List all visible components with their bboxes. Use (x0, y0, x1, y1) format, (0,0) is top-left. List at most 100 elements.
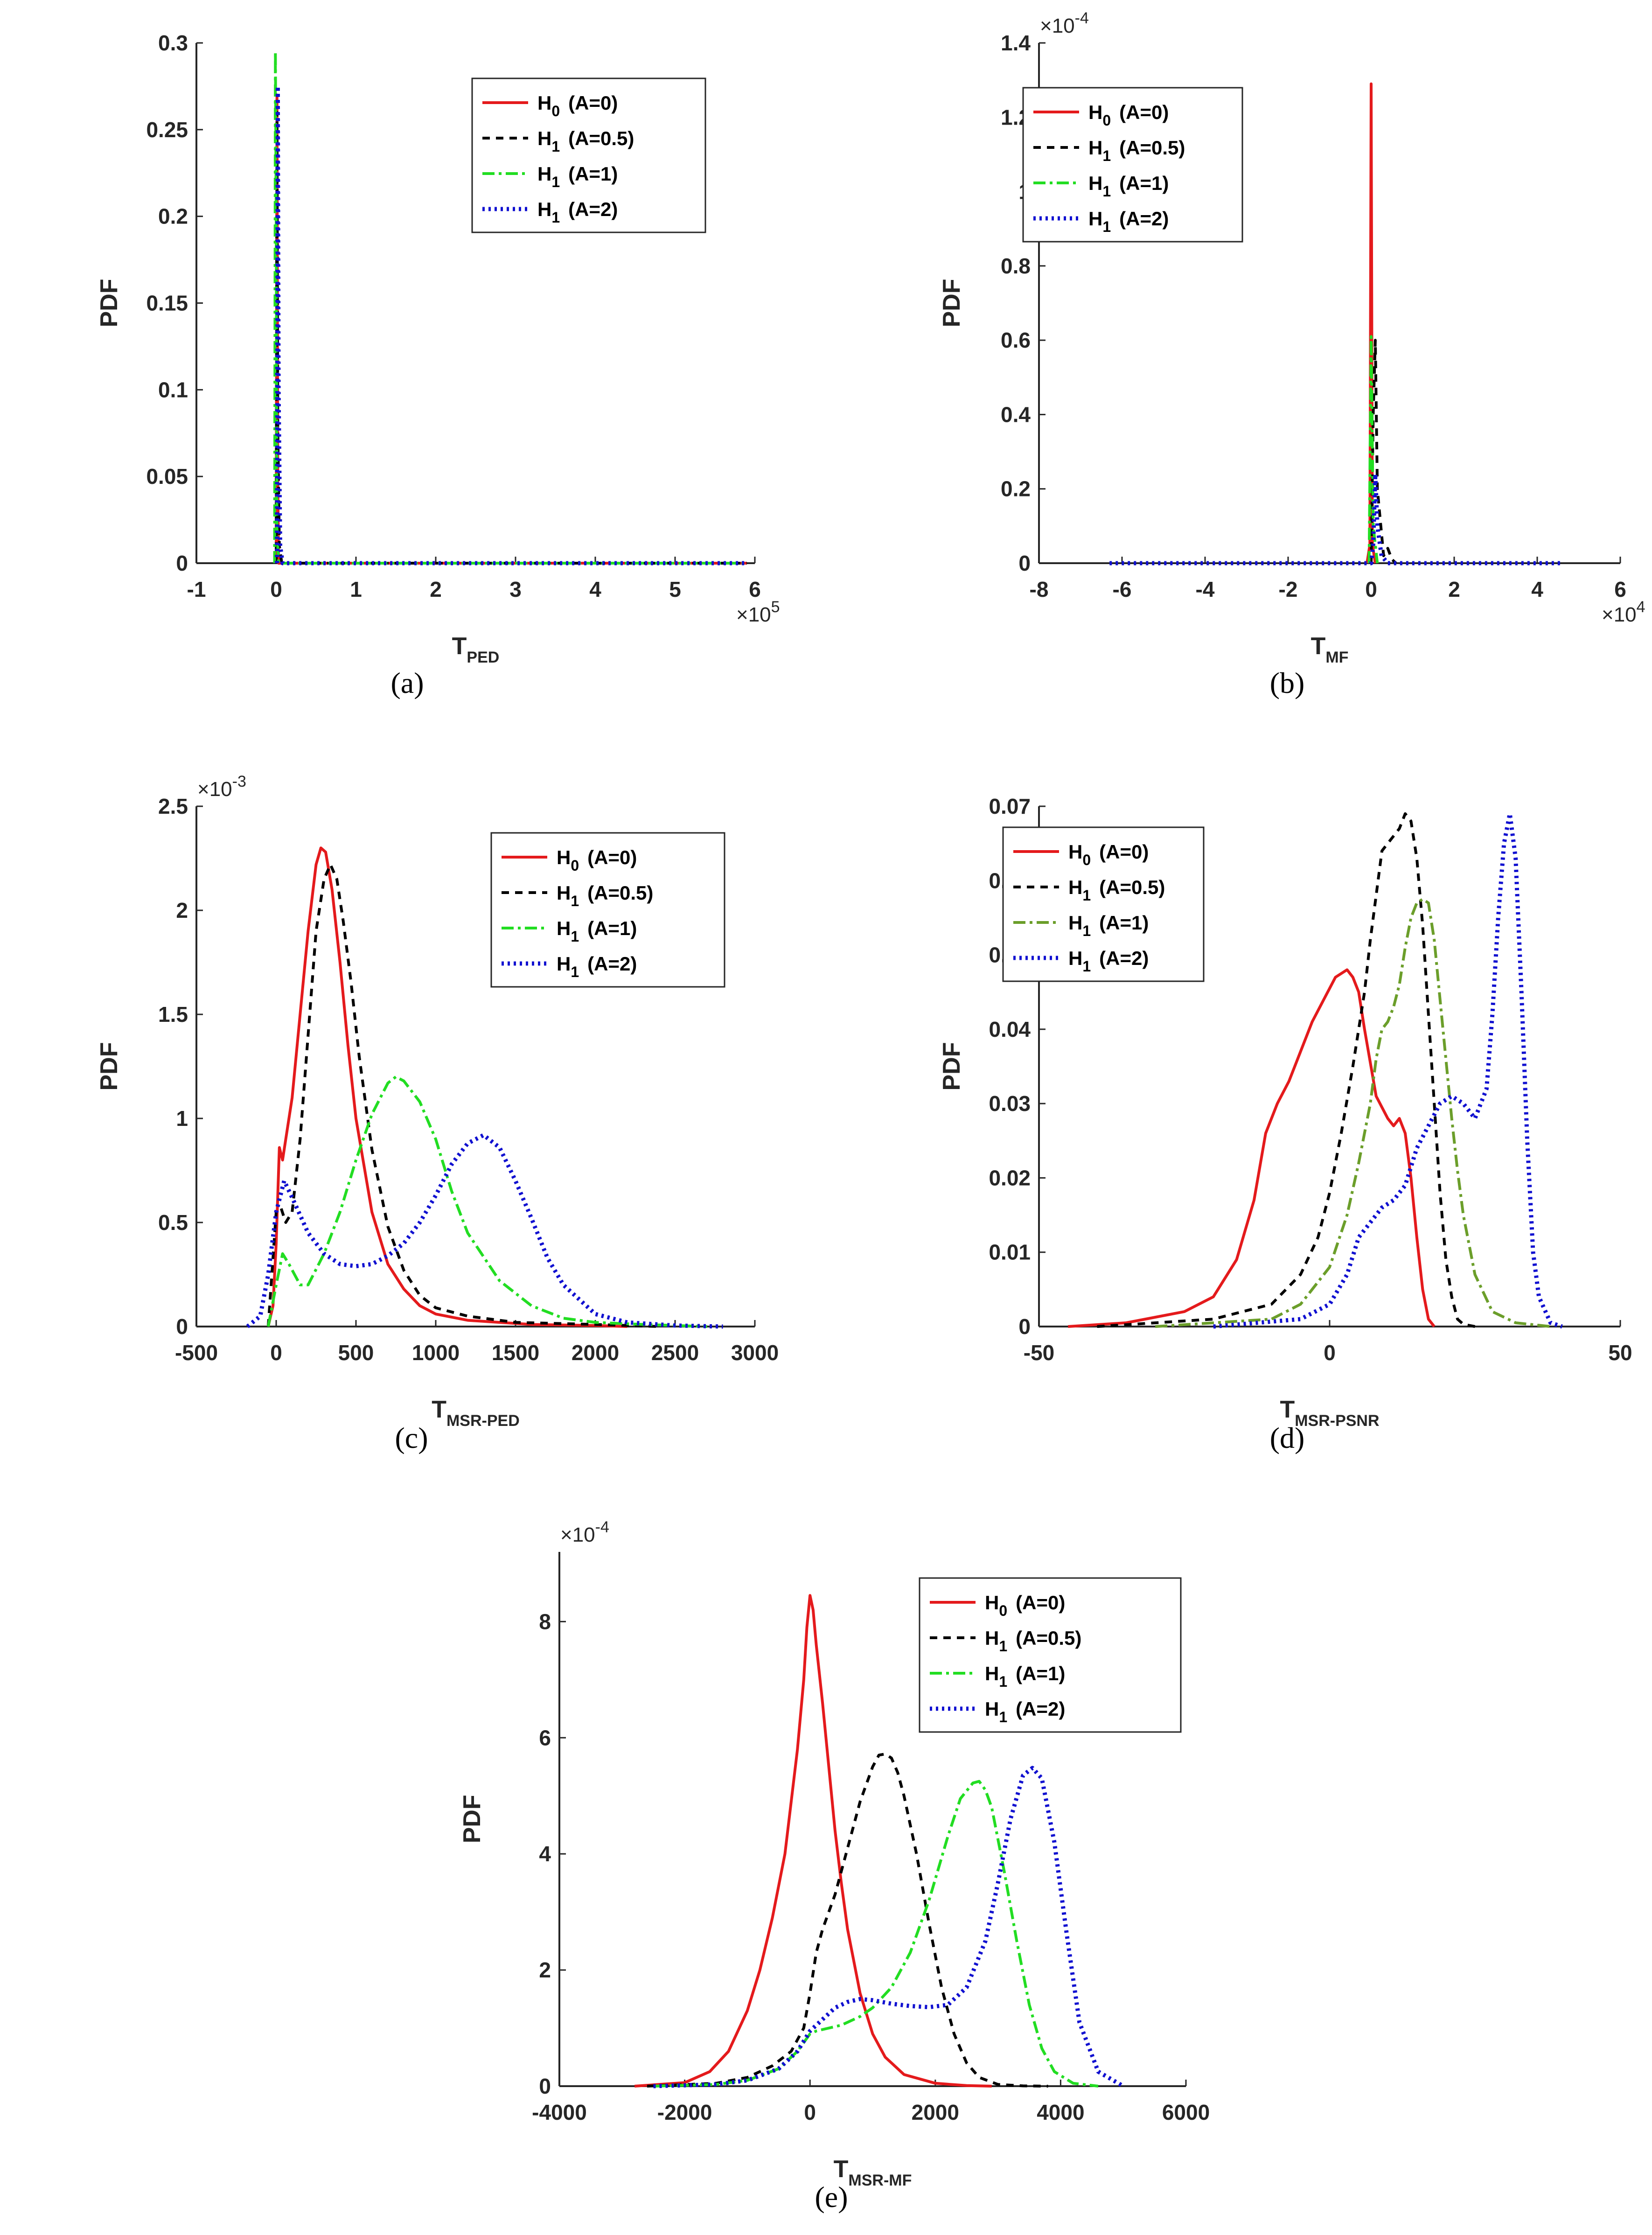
legend-entry: H1 (A=1) (537, 163, 618, 190)
x-tick-label: 0 (1324, 1341, 1336, 1365)
panel-caption: (b) (1270, 666, 1305, 699)
y-tick-label: 0.8 (1001, 254, 1031, 278)
x-axis-exponent-power: 4 (1637, 598, 1645, 616)
legend: H0 (A=0)H1 (A=0.5)H1 (A=1)H1 (A=2) (490, 832, 725, 988)
y-axis-label: PDF (96, 279, 123, 328)
series-line-4 (246, 1133, 723, 1329)
legend-entry-subscript: 1 (551, 138, 560, 155)
y-tick-label: 1 (176, 1106, 188, 1131)
y-tick-label: 0.4 (1001, 402, 1031, 426)
y-tick-label: 0.07 (989, 794, 1031, 818)
x-tick-label: 1000 (412, 1341, 460, 1365)
legend-entry-params: (A=0) (587, 846, 637, 868)
legend-entry-subscript: 1 (551, 209, 560, 226)
x-axis-label-subscript: MSR-PSNR (1295, 1412, 1379, 1430)
series-line-3 (273, 50, 747, 565)
y-axis-exponent-power: -4 (1075, 9, 1089, 27)
x-tick-label: -4 (1196, 577, 1215, 601)
legend-entry: H0 (A=0) (985, 1592, 1065, 1619)
series-line-1 (266, 846, 627, 1328)
legend: H0 (A=0)H1 (A=0.5)H1 (A=1)H1 (A=2) (1022, 87, 1243, 243)
x-tick-label: 0 (804, 2100, 816, 2124)
legend-entry-params: (A=2) (1016, 1698, 1065, 1720)
x-axis-label: TPED (452, 633, 500, 666)
x-tick-label: 500 (338, 1341, 374, 1365)
x-tick-label: -2 (1279, 577, 1298, 601)
x-axis-label-subscript: PED (467, 649, 499, 666)
legend: H0 (A=0)H1 (A=0.5)H1 (A=1)H1 (A=2) (1002, 826, 1205, 982)
x-tick-label: 5 (669, 577, 681, 601)
legend-entry-params: (A=0.5) (1099, 876, 1165, 898)
legend-entry-subscript: 1 (999, 1638, 1007, 1655)
x-tick-label: 3000 (731, 1341, 779, 1365)
x-axis-label-subscript: MF (1325, 649, 1348, 666)
x-tick-label: 0 (270, 1341, 282, 1365)
chart-panel-c: -500 0 500 1000 1500 2000 2500 300000.511.522.5… (96, 773, 779, 1454)
y-tick-label: 0.15 (146, 291, 188, 315)
x-tick-label: 2 (1448, 577, 1460, 601)
y-axis-label: PDF (938, 279, 965, 328)
y-tick-label: 0 (176, 551, 188, 575)
series-line-3 (266, 1075, 707, 1328)
series-line-1 (1068, 968, 1436, 1328)
legend-entry-params: (A=0.5) (568, 127, 634, 149)
y-axis-label: PDF (96, 1042, 123, 1091)
x-tick-label: 2 (430, 577, 442, 601)
x-tick-label: -6 (1113, 577, 1132, 601)
x-tick-label: -2000 (657, 2100, 712, 2124)
chart-panel-a: -1 0 1 2 3 4 5 600.050.10.150.20.250.3×105TPEDP… (96, 31, 780, 699)
legend-entry-params: (A=2) (1119, 208, 1169, 230)
x-axis-exponent: ×105 (736, 598, 780, 626)
x-axis-label: TMF (1311, 633, 1349, 666)
y-axis-exponent: ×10-3 (197, 773, 246, 801)
series-line-4 (1213, 811, 1563, 1329)
x-tick-label: 1 (350, 577, 362, 601)
series-line-4 (275, 84, 747, 566)
y-tick-label: 0 (176, 1314, 188, 1339)
series-line-4 (1109, 472, 1562, 566)
legend-entry-subscript: 1 (999, 1709, 1007, 1725)
y-tick-label: 0.5 (158, 1210, 188, 1235)
legend-entry-subscript: 1 (1102, 218, 1111, 235)
series-group (1068, 811, 1563, 1329)
x-tick-label: 2000 (572, 1341, 619, 1365)
legend-entry-subscript: 1 (1102, 147, 1111, 164)
x-tick-label: -8 (1030, 577, 1049, 601)
y-tick-label: 8 (539, 1609, 551, 1634)
legend-entry-subscript: 1 (571, 964, 579, 980)
legend-entry-subscript: 0 (571, 857, 579, 874)
x-tick-label: 0 (1365, 577, 1377, 601)
x-tick-label: 6000 (1162, 2100, 1210, 2124)
chart-panel-d: -5005000.010.020.030.040.050.060.07TMSR-… (938, 794, 1632, 1454)
axes: -1 0 1 2 3 4 5 600.050.10.150.20.250.3×105TPEDP… (96, 31, 780, 666)
x-tick-label: 4 (589, 577, 601, 601)
x-tick-label: 4000 (1037, 2100, 1084, 2124)
series-line-1 (634, 1594, 992, 2088)
y-tick-label: 0.2 (158, 204, 188, 229)
series-group (1109, 82, 1562, 566)
legend-entry-subscript: 1 (999, 1673, 1007, 1690)
x-tick-label: 1500 (492, 1341, 539, 1365)
y-axis-exponent: ×10-4 (560, 1518, 609, 1546)
y-tick-label: 0.01 (989, 1240, 1031, 1264)
x-tick-label: 50 (1608, 1341, 1632, 1365)
series-line-2 (266, 863, 659, 1328)
panel-caption: (d) (1270, 1421, 1305, 1454)
legend-entry-params: (A=1) (1016, 1662, 1065, 1684)
panel-caption: (e) (815, 2180, 848, 2214)
series-line-2 (1097, 812, 1476, 1328)
y-tick-label: 0.05 (146, 464, 188, 489)
legend-entry-params: (A=1) (568, 163, 618, 185)
legend: H0 (A=0)H1 (A=0.5)H1 (A=1)H1 (A=2) (919, 1577, 1182, 1733)
x-tick-label: -50 (1024, 1341, 1054, 1365)
chart-panel-b: -8-6-4-2024600.20.40.60.811.21.4×104×10-… (938, 9, 1645, 699)
legend-entry-params: (A=2) (568, 198, 618, 220)
y-tick-label: 1.5 (158, 1002, 188, 1027)
panel-caption: (a) (390, 666, 424, 699)
legend-entry-params: (A=1) (1099, 912, 1149, 934)
y-tick-label: 2 (176, 898, 188, 922)
x-tick-label: 0 (270, 577, 282, 601)
x-tick-label: -500 (175, 1341, 218, 1365)
axes: -8-6-4-2024600.20.40.60.811.21.4×104×10-… (938, 9, 1645, 666)
